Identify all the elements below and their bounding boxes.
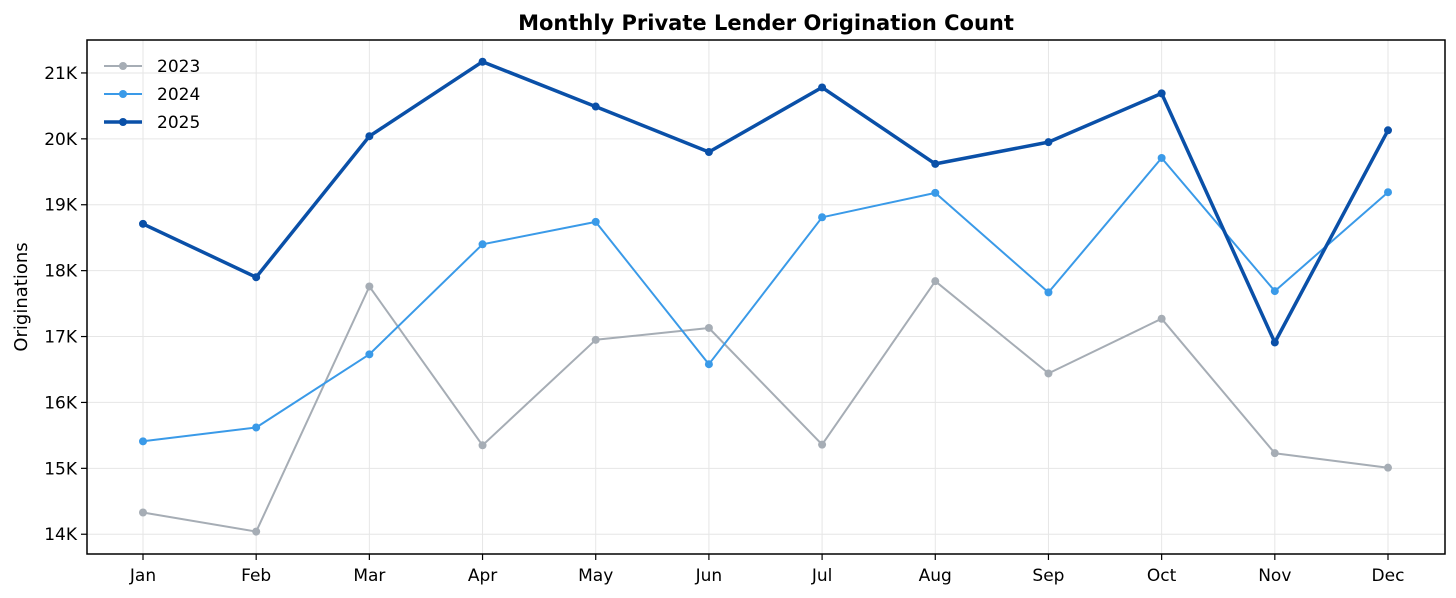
series-2025 (139, 57, 1392, 347)
x-tick-label: Jun (695, 566, 723, 586)
grid (87, 40, 1445, 554)
data-point-2024 (139, 437, 147, 446)
data-point-2025 (1384, 126, 1392, 135)
data-point-2025 (139, 219, 147, 228)
data-point-2025 (704, 148, 713, 157)
legend-item-2023: 2023 (104, 57, 200, 77)
x-tick-label: Feb (241, 566, 271, 586)
y-tick-label: 14K (44, 525, 78, 545)
x-tick-label: May (578, 566, 613, 586)
data-point-2023 (365, 282, 374, 291)
series-line-2025 (141, 59, 1390, 345)
series-layer (139, 57, 1392, 536)
data-point-2023 (818, 440, 827, 449)
x-tick-label: Sep (1032, 566, 1064, 586)
chart-title: Monthly Private Lender Origination Count (518, 11, 1014, 35)
y-tick-label: 21K (44, 64, 78, 84)
data-point-2023 (1270, 449, 1279, 458)
legend-marker (119, 62, 127, 70)
x-axis: Jan Feb Mar Apr May Jun Jul Aug Sep Oct Nov Dec (129, 554, 1405, 586)
data-point-2025 (1044, 138, 1053, 147)
data-point-2023 (1044, 369, 1053, 378)
y-axis-label: Originations (11, 242, 32, 351)
data-point-2025 (1270, 338, 1279, 347)
data-point-2023 (139, 508, 147, 517)
legend-marker (119, 90, 127, 98)
series-2024 (139, 153, 1392, 446)
data-point-2024 (252, 423, 261, 432)
data-point-2023 (478, 441, 487, 450)
data-point-2024 (1044, 288, 1053, 297)
data-point-2024 (1270, 287, 1279, 296)
data-point-2024 (931, 188, 940, 197)
x-tick-label: Apr (468, 566, 497, 586)
y-tick-label: 18K (44, 262, 78, 282)
plot-frame (86, 39, 1446, 555)
data-point-2024 (478, 240, 487, 249)
y-tick-label: 20K (44, 130, 78, 150)
x-tick-label: Aug (919, 566, 952, 586)
y-tick-label: 16K (44, 393, 78, 413)
data-point-2023 (704, 323, 713, 332)
data-point-2023 (931, 277, 940, 286)
series-line-2023 (142, 280, 1389, 533)
y-tick-label: 15K (44, 459, 78, 479)
y-tick-label: 17K (44, 328, 78, 348)
legend-item-2025: 2025 (104, 113, 200, 133)
data-point-2023 (1384, 463, 1392, 472)
data-point-2023 (591, 335, 600, 344)
legend-label: 2025 (157, 113, 200, 133)
data-point-2025 (591, 102, 600, 111)
y-axis: 14K 15K 16K 17K 18K 19K 20K 21K (44, 64, 87, 545)
x-tick-label: Oct (1147, 566, 1177, 586)
series-2023 (139, 277, 1392, 536)
data-point-2024 (704, 360, 713, 369)
x-tick-label: Nov (1258, 566, 1291, 586)
data-point-2025 (252, 273, 261, 282)
x-tick-label: Mar (353, 566, 385, 586)
x-tick-label: Jul (811, 566, 833, 586)
legend-item-2024: 2024 (104, 85, 200, 105)
data-point-2025 (1157, 89, 1166, 98)
data-point-2024 (818, 213, 827, 222)
data-point-2023 (252, 527, 261, 536)
data-point-2024 (1384, 188, 1392, 197)
x-tick-label: Dec (1372, 566, 1405, 586)
legend-label: 2024 (157, 85, 200, 105)
legend: 2023 2024 2025 (104, 57, 200, 133)
series-line-2024 (142, 157, 1389, 443)
data-point-2025 (818, 83, 827, 92)
legend-label: 2023 (157, 57, 200, 77)
data-point-2024 (1157, 153, 1166, 162)
y-tick-label: 19K (44, 196, 78, 216)
data-point-2024 (365, 350, 374, 359)
data-point-2024 (591, 217, 600, 226)
data-point-2025 (478, 57, 487, 66)
legend-marker (119, 118, 127, 126)
data-point-2025 (365, 132, 374, 141)
x-tick-label: Jan (129, 566, 156, 586)
data-point-2025 (931, 159, 940, 168)
data-point-2023 (1157, 314, 1166, 323)
